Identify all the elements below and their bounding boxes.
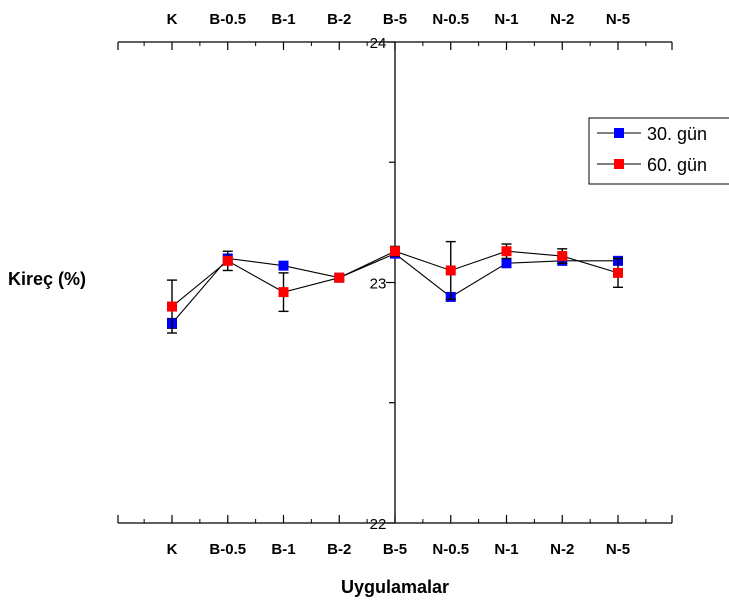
x-tick-label-top: B-0.5 xyxy=(209,11,246,28)
data-point xyxy=(334,272,345,283)
x-tick-label-bottom: N-5 xyxy=(606,541,630,558)
legend-box xyxy=(588,117,729,185)
x-tick-label-bottom: B-2 xyxy=(327,541,351,558)
legend-item: 60. gün xyxy=(597,155,707,175)
x-tick-label-top: N-0.5 xyxy=(432,11,469,28)
data-point xyxy=(557,251,568,262)
y-tick-label: 23 xyxy=(370,276,387,293)
x-tick-label-top: N-2 xyxy=(550,11,574,28)
data-point xyxy=(278,287,289,298)
data-point xyxy=(390,246,400,257)
x-tick-label-bottom: B-5 xyxy=(383,541,407,558)
x-tick-label-top: N-1 xyxy=(494,11,518,28)
data-point xyxy=(222,255,233,266)
series-2 xyxy=(167,240,623,334)
data-point xyxy=(278,260,289,271)
legend-marker xyxy=(614,128,624,138)
series-layer xyxy=(167,240,623,334)
x-tick-label-bottom: B-0.5 xyxy=(209,541,246,558)
x-axis-title: Uygulamalar xyxy=(341,577,449,597)
legend-marker xyxy=(614,159,624,169)
x-tick-label-top: B-5 xyxy=(383,11,407,28)
data-point xyxy=(445,265,456,276)
x-tick-label-bottom: N-1 xyxy=(494,541,518,558)
y-tick-label: 22 xyxy=(370,516,387,533)
y-axis-title: Kireç (%) xyxy=(8,269,86,289)
legend-label: 60. gün xyxy=(647,155,707,175)
x-tick-label-top: N-5 xyxy=(606,11,630,28)
legend-item: 30. gün xyxy=(597,124,707,144)
x-tick-label-top: B-1 xyxy=(271,11,295,28)
x-tick-label-bottom: K xyxy=(167,541,178,558)
x-tick-label-bottom: N-0.5 xyxy=(432,541,469,558)
labels: Kireç (%) Uygulamalar xyxy=(8,269,449,597)
x-tick-label-top: B-2 xyxy=(327,11,351,28)
data-point xyxy=(501,258,512,269)
y-tick-label: 24 xyxy=(370,35,387,52)
data-point xyxy=(167,301,177,312)
data-point xyxy=(613,267,623,278)
legend: 30. gün 60. gün xyxy=(588,117,729,185)
data-point xyxy=(501,246,512,257)
x-tick-label-bottom: N-2 xyxy=(550,541,574,558)
axes: K K B-0.5 B-0.5 B-1 B-1 B-2 B-2 B-5 B-5 N-0.5 N-0.5… xyxy=(117,11,673,558)
x-tick-label-bottom: B-1 xyxy=(271,541,295,558)
legend-label: 30. gün xyxy=(647,124,707,144)
x-tick-label-top: K xyxy=(167,11,178,28)
